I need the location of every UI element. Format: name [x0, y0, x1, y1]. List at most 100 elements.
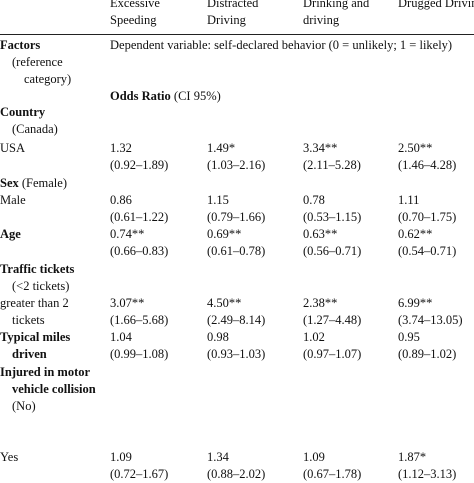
row-label-text: Traffic tickets: [0, 262, 75, 276]
reference-category: (Canada): [12, 122, 58, 136]
confidence-interval: (1.12–3.13): [398, 467, 457, 481]
cell: 1.15 (0.79–1.66): [207, 192, 299, 226]
confidence-interval: (0.53–1.15): [303, 210, 362, 224]
row-label: Traffic tickets (<2 tickets): [0, 261, 104, 295]
odds-ratio: 1.15: [207, 193, 229, 207]
odds-ratio: 1.34: [207, 450, 229, 464]
confidence-interval: (2.11–5.28): [303, 158, 361, 172]
odds-ratio: 4.50**: [207, 296, 242, 310]
cell: 1.04 (0.99–1.08): [110, 329, 202, 363]
odds-ratio: 0.69**: [207, 227, 242, 241]
odds-ratio: 1.09: [110, 450, 132, 464]
measure-ci: (CI 95%): [173, 89, 221, 103]
row-label: Sex (Female): [0, 175, 104, 192]
confidence-interval: (2.49–8.14): [207, 313, 266, 327]
odds-ratio: 1.49*: [207, 141, 236, 155]
confidence-interval: (0.70–1.75): [398, 210, 457, 224]
confidence-interval: (0.61–0.78): [207, 244, 266, 258]
row-label: Injured in motor vehicle collision (No): [0, 364, 104, 415]
row-label: Age: [0, 226, 104, 243]
cell: 0.63** (0.56–0.71): [303, 226, 395, 260]
confidence-interval: (1.27–4.48): [303, 313, 362, 327]
cell: 4.50** (2.49–8.14): [207, 295, 299, 329]
cell: 1.09 (0.72–1.67): [110, 449, 202, 483]
cell: 0.74** (0.66–0.83): [110, 226, 202, 260]
column-header: Drinking and driving: [303, 0, 370, 27]
row-label-text: Yes: [0, 450, 19, 464]
row-label-text: Typical miles driven: [0, 330, 71, 361]
confidence-interval: (0.97–1.07): [303, 347, 362, 361]
confidence-interval: (0.89–1.02): [398, 347, 457, 361]
confidence-interval: (1.03–2.16): [207, 158, 266, 172]
measure-name: Odds Ratio: [110, 89, 171, 103]
cell: 0.62** (0.54–0.71): [398, 226, 474, 260]
confidence-interval: (0.93–1.03): [207, 347, 266, 361]
row-label: Country (Canada): [0, 104, 104, 138]
cell: 2.50** (1.46–4.28): [398, 140, 474, 174]
cell: 0.78 (0.53–1.15): [303, 192, 395, 226]
column-header: Drugged Driving: [398, 0, 474, 10]
cell: 1.32 (0.92–1.89): [110, 140, 202, 174]
confidence-interval: (0.92–1.89): [110, 158, 169, 172]
row-label-text: greater than 2 tickets: [0, 296, 69, 327]
cell: 6.99** (3.74–13.05): [398, 295, 474, 329]
cell: 2.38** (1.27–4.48): [303, 295, 395, 329]
reference-category: (No): [12, 399, 36, 413]
confidence-interval: (0.99–1.08): [110, 347, 169, 361]
row-label-text: Country: [0, 105, 46, 119]
confidence-interval: (3.74–13.05): [398, 313, 463, 327]
odds-ratio: 1.11: [398, 193, 420, 207]
cell: 1.49* (1.03–2.16): [207, 140, 299, 174]
dependent-note: Dependent variable: self-declared behavi…: [110, 38, 453, 52]
cell: 0.98 (0.93–1.03): [207, 329, 299, 363]
column-header: Distracted Driving: [207, 0, 259, 27]
odds-ratio: 0.62**: [398, 227, 433, 241]
cell: 1.87* (1.12–3.13): [398, 449, 474, 483]
odds-ratio: 0.63**: [303, 227, 338, 241]
confidence-interval: (0.61–1.22): [110, 210, 169, 224]
header-rule: [0, 34, 474, 35]
odds-ratio: 1.32: [110, 141, 132, 155]
column-header: Excessive Speeding: [110, 0, 160, 27]
odds-ratio: 1.04: [110, 330, 132, 344]
cell: 0.69** (0.61–0.78): [207, 226, 299, 260]
odds-ratio: 6.99**: [398, 296, 433, 310]
cell: 0.95 (0.89–1.02): [398, 329, 474, 363]
confidence-interval: (1.66–5.68): [110, 313, 169, 327]
odds-ratio: 2.50**: [398, 141, 433, 155]
confidence-interval: (0.66–0.83): [110, 244, 169, 258]
confidence-interval: (0.79–1.66): [207, 210, 266, 224]
odds-ratio: 1.87*: [398, 450, 427, 464]
reference-label: (reference category): [12, 55, 72, 86]
row-label-text: Injured in motor vehicle collision: [0, 365, 96, 396]
row-label: greater than 2 tickets: [0, 295, 104, 329]
confidence-interval: (0.54–0.71): [398, 244, 457, 258]
row-label: Typical miles driven: [0, 329, 104, 363]
row-label: Male: [0, 192, 104, 209]
reference-category: (<2 tickets): [12, 279, 70, 293]
row-label: Yes: [0, 449, 104, 466]
factors-label: Factors (reference category): [0, 37, 104, 88]
odds-ratio: 1.09: [303, 450, 325, 464]
cell: 1.02 (0.97–1.07): [303, 329, 395, 363]
confidence-interval: (0.88–2.02): [207, 467, 266, 481]
odds-ratio: 2.38**: [303, 296, 338, 310]
row-label-text: USA: [0, 141, 26, 155]
measure: Odds Ratio (CI 95%): [110, 88, 221, 105]
odds-ratio: 3.34**: [303, 141, 338, 155]
cell: 1.09 (0.67–1.78): [303, 449, 395, 483]
odds-ratio: 0.95: [398, 330, 420, 344]
row-label-text: Age: [0, 227, 21, 241]
confidence-interval: (0.72–1.67): [110, 467, 169, 481]
odds-ratio: 0.78: [303, 193, 325, 207]
row-label-text: Male: [0, 193, 26, 207]
odds-ratio: 0.74**: [110, 227, 145, 241]
cell: 3.07** (1.66–5.68): [110, 295, 202, 329]
row-label-text: Sex: [0, 176, 19, 190]
confidence-interval: (0.56–0.71): [303, 244, 362, 258]
cell: 3.34** (2.11–5.28): [303, 140, 395, 174]
odds-ratio: 1.02: [303, 330, 325, 344]
odds-ratio: 0.86: [110, 193, 132, 207]
cell: 1.34 (0.88–2.02): [207, 449, 299, 483]
